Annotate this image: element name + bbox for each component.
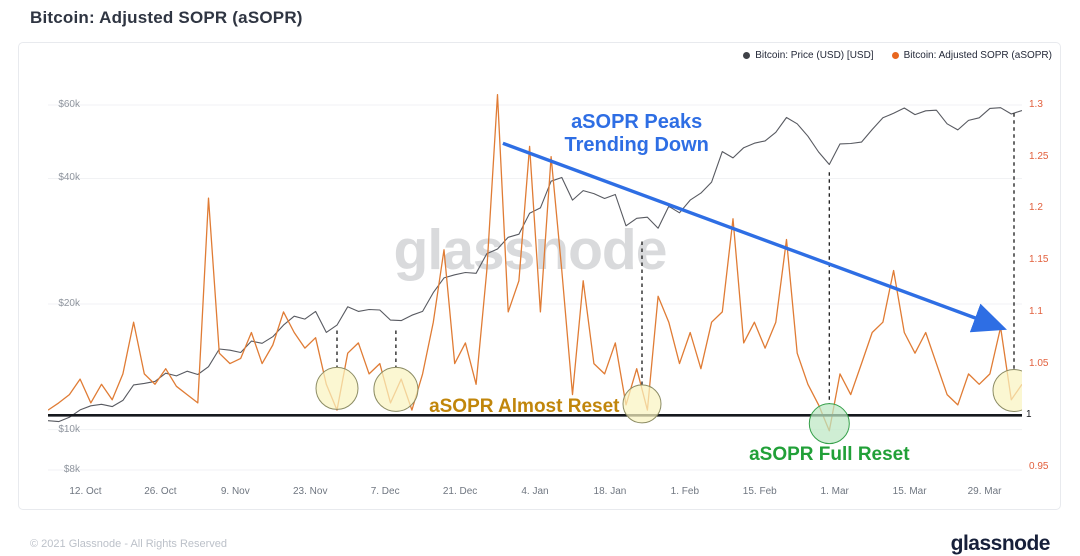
date-tick-label: 9. Nov <box>220 486 250 497</box>
legend-item-price[interactable]: Bitcoin: Price (USD) [USD] <box>743 50 874 61</box>
annotation-shapes <box>315 113 1022 445</box>
price-tick-label: $60k <box>58 99 80 110</box>
date-tick-label: 7. Dec <box>370 486 400 497</box>
date-tick-label: 18. Jan <box>593 486 627 497</box>
date-tick-label: 1. Feb <box>670 486 700 497</box>
price-series-dot-icon <box>743 52 751 59</box>
date-tick-label: 1. Mar <box>820 486 849 497</box>
date-tick-label: 15. Mar <box>892 486 927 497</box>
price-tick-label: $8k <box>63 464 80 475</box>
sopr-tick-label: 1.15 <box>1029 254 1049 266</box>
date-tick-label: 4. Jan <box>521 486 549 497</box>
reset-highlight-circle <box>622 384 662 424</box>
page-title: Bitcoin: Adjusted SOPR (aSOPR) <box>30 8 303 27</box>
sopr-tick-label: 1.3 <box>1029 99 1043 110</box>
sopr-tick-label: 1.25 <box>1029 150 1049 162</box>
reset-highlight-circle <box>373 366 419 412</box>
date-tick-label: 29. Mar <box>967 486 1002 497</box>
asopr-series-dot-icon <box>891 52 899 59</box>
reset-highlight-circle <box>315 366 359 410</box>
price-axis-labels: $60k $40k $20k $10k $8k <box>30 85 80 480</box>
sopr-tick-label: 1 <box>1026 409 1032 421</box>
legend-item-asopr[interactable]: Bitcoin: Adjusted SOPR (aSOPR) <box>891 50 1052 61</box>
price-tick-label: $20k <box>58 298 80 309</box>
asopr-line <box>48 94 1022 432</box>
date-tick-label: 15. Feb <box>742 486 777 497</box>
price-tick-label: $40k <box>58 172 80 184</box>
sopr-tick-label: 0.95 <box>1029 461 1049 472</box>
sopr-axis-labels: 1.3 1.25 1.2 1.15 1.1 1.05 1 0.95 <box>1026 85 1079 480</box>
legend-item-label: Bitcoin: Price (USD) [USD] <box>755 50 874 61</box>
legend-item-label: Bitcoin: Adjusted SOPR (aSOPR) <box>903 50 1052 61</box>
chart-plot-area <box>48 94 1022 471</box>
reset-highlight-circle <box>992 369 1022 412</box>
chart-legend: Bitcoin: Price (USD) [USD] Bitcoin: Adju… <box>743 50 1052 61</box>
price-tick-label: $10k <box>58 423 80 435</box>
sopr-tick-label: 1.1 <box>1029 305 1043 317</box>
gridlines <box>48 104 1022 471</box>
date-tick-label: 12. Oct <box>69 486 102 497</box>
price-line <box>48 107 1022 423</box>
sopr-tick-label: 1.05 <box>1029 357 1049 369</box>
glassnode-logo: glassnode <box>950 532 1051 555</box>
sopr-tick-label: 1.2 <box>1029 202 1043 214</box>
date-axis-labels: 12. Oct 26. Oct 9. Nov 23. Nov 7. Dec 21. Dec… <box>48 487 1022 501</box>
series-lines <box>48 94 1022 432</box>
copyright-text: © 2021 Glassnode - All Rights Reserved <box>30 538 228 550</box>
date-tick-label: 26. Oct <box>144 486 177 497</box>
reset-highlight-circle <box>808 403 850 445</box>
date-tick-label: 23. Nov <box>292 486 328 497</box>
date-tick-label: 21. Dec <box>442 486 478 497</box>
chart-panel <box>18 42 1061 510</box>
trend-down-arrow <box>502 141 1007 333</box>
